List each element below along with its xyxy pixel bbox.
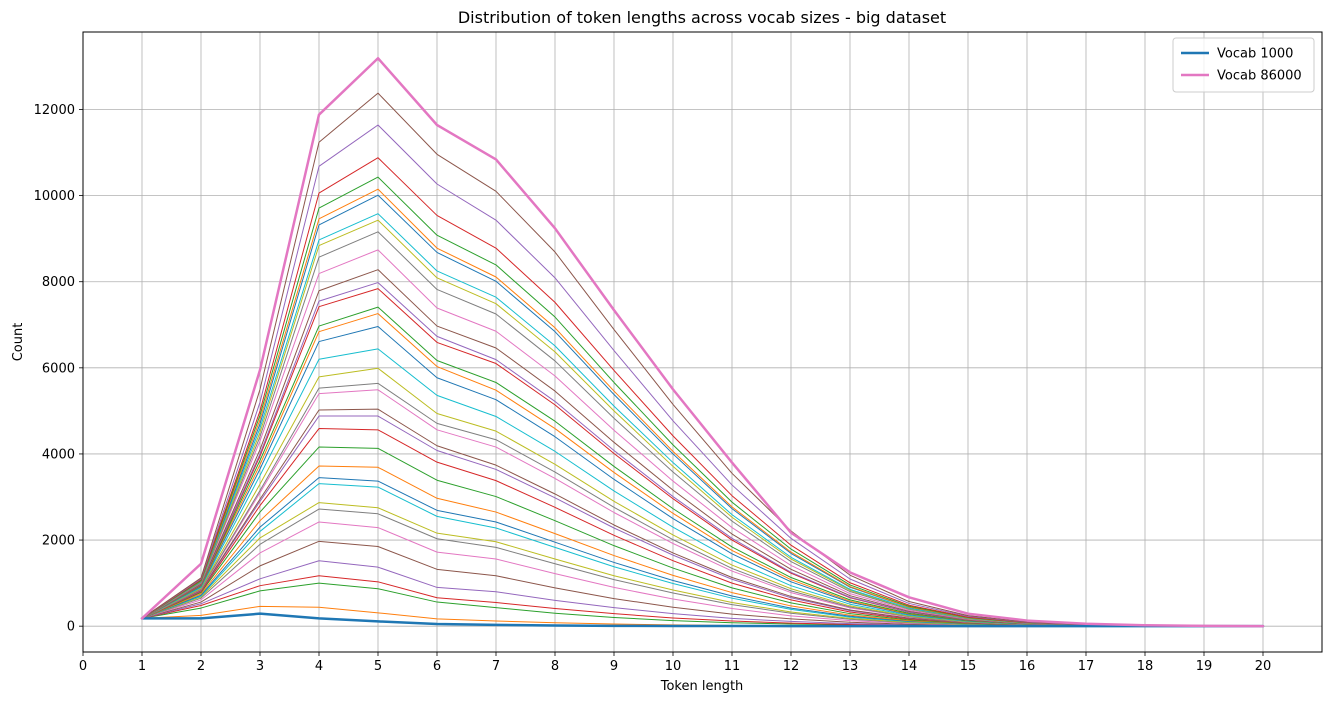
plot-background — [83, 32, 1322, 652]
y-tick-label: 0 — [67, 620, 75, 635]
y-tick-label: 2000 — [42, 534, 75, 549]
x-tick-label: 11 — [724, 659, 741, 674]
legend-label: Vocab 1000 — [1217, 47, 1293, 62]
chart-title: Distribution of token lengths across voc… — [458, 8, 946, 27]
series-line-0 — [140, 612, 1265, 628]
y-tick-label: 6000 — [42, 361, 75, 376]
x-tick-label: 9 — [610, 659, 618, 674]
x-axis-label: Token length — [660, 679, 744, 694]
x-tick-label: 12 — [783, 659, 800, 674]
x-tick-label: 10 — [665, 659, 682, 674]
x-tick-label: 19 — [1196, 659, 1213, 674]
x-tick-label: 4 — [315, 659, 323, 674]
x-tick-label: 15 — [960, 659, 977, 674]
legend-box — [1172, 37, 1315, 93]
x-tick-label: 8 — [551, 659, 559, 674]
plot-frame — [82, 31, 1323, 653]
x-tick-label: 6 — [433, 659, 441, 674]
x-tick-label: 0 — [79, 659, 87, 674]
y-tick-label: 8000 — [42, 275, 75, 290]
x-tick-label: 13 — [842, 659, 859, 674]
axis-ticks: 0 1 2 3 4 5 6 7 8 9 10 11 12 13 14 15 16 17 18 19 2002000400… — [34, 103, 1272, 674]
x-tick-label: 14 — [901, 659, 918, 674]
legend: Vocab 1000 Vocab 86000 — [1172, 37, 1315, 93]
x-tick-label: 7 — [492, 659, 500, 674]
x-tick-label: 20 — [1255, 659, 1272, 674]
series-line-36 — [140, 57, 1265, 628]
y-tick-label: 4000 — [42, 447, 75, 462]
legend-label: Vocab 86000 — [1217, 69, 1302, 84]
x-tick-label: 1 — [138, 659, 146, 674]
y-tick-label: 10000 — [34, 189, 75, 204]
x-tick-label: 17 — [1078, 659, 1095, 674]
x-tick-label: 3 — [256, 659, 264, 674]
y-tick-label: 12000 — [34, 103, 75, 118]
x-tick-label: 2 — [197, 659, 205, 674]
x-tick-label: 18 — [1137, 659, 1154, 674]
series-lines — [140, 57, 1265, 628]
y-axis-label: Count — [11, 323, 26, 362]
x-tick-label: 5 — [374, 659, 382, 674]
x-tick-label: 16 — [1019, 659, 1036, 674]
